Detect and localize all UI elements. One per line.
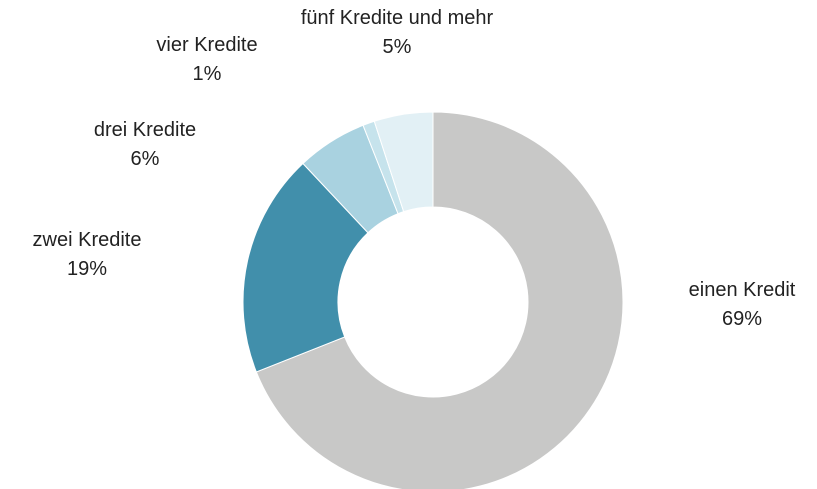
slice-label: fünf Kredite und mehr 5%	[297, 4, 497, 62]
value-label: 69%	[721, 308, 763, 330]
slice-label: drei Kredite 6%	[45, 116, 245, 174]
slice-label: einen Kredit 69%	[642, 276, 817, 334]
category-name: einen Kredit	[688, 279, 796, 301]
value-label: 19%	[66, 258, 108, 280]
value-label: 6%	[130, 148, 160, 170]
slice	[242, 162, 369, 373]
slice	[255, 111, 624, 489]
slice	[373, 111, 434, 213]
slice-label: zwei Kredite 19%	[0, 226, 187, 284]
category-name: drei Kredite	[93, 119, 197, 141]
slice-label: vier Kredite 1%	[107, 31, 307, 89]
category-name: zwei Kredite	[32, 229, 142, 251]
value-label: 5%	[382, 36, 412, 58]
value-label: 1%	[192, 63, 222, 85]
category-name: fünf Kredite und mehr	[300, 7, 494, 29]
category-name: vier Kredite	[156, 34, 258, 56]
